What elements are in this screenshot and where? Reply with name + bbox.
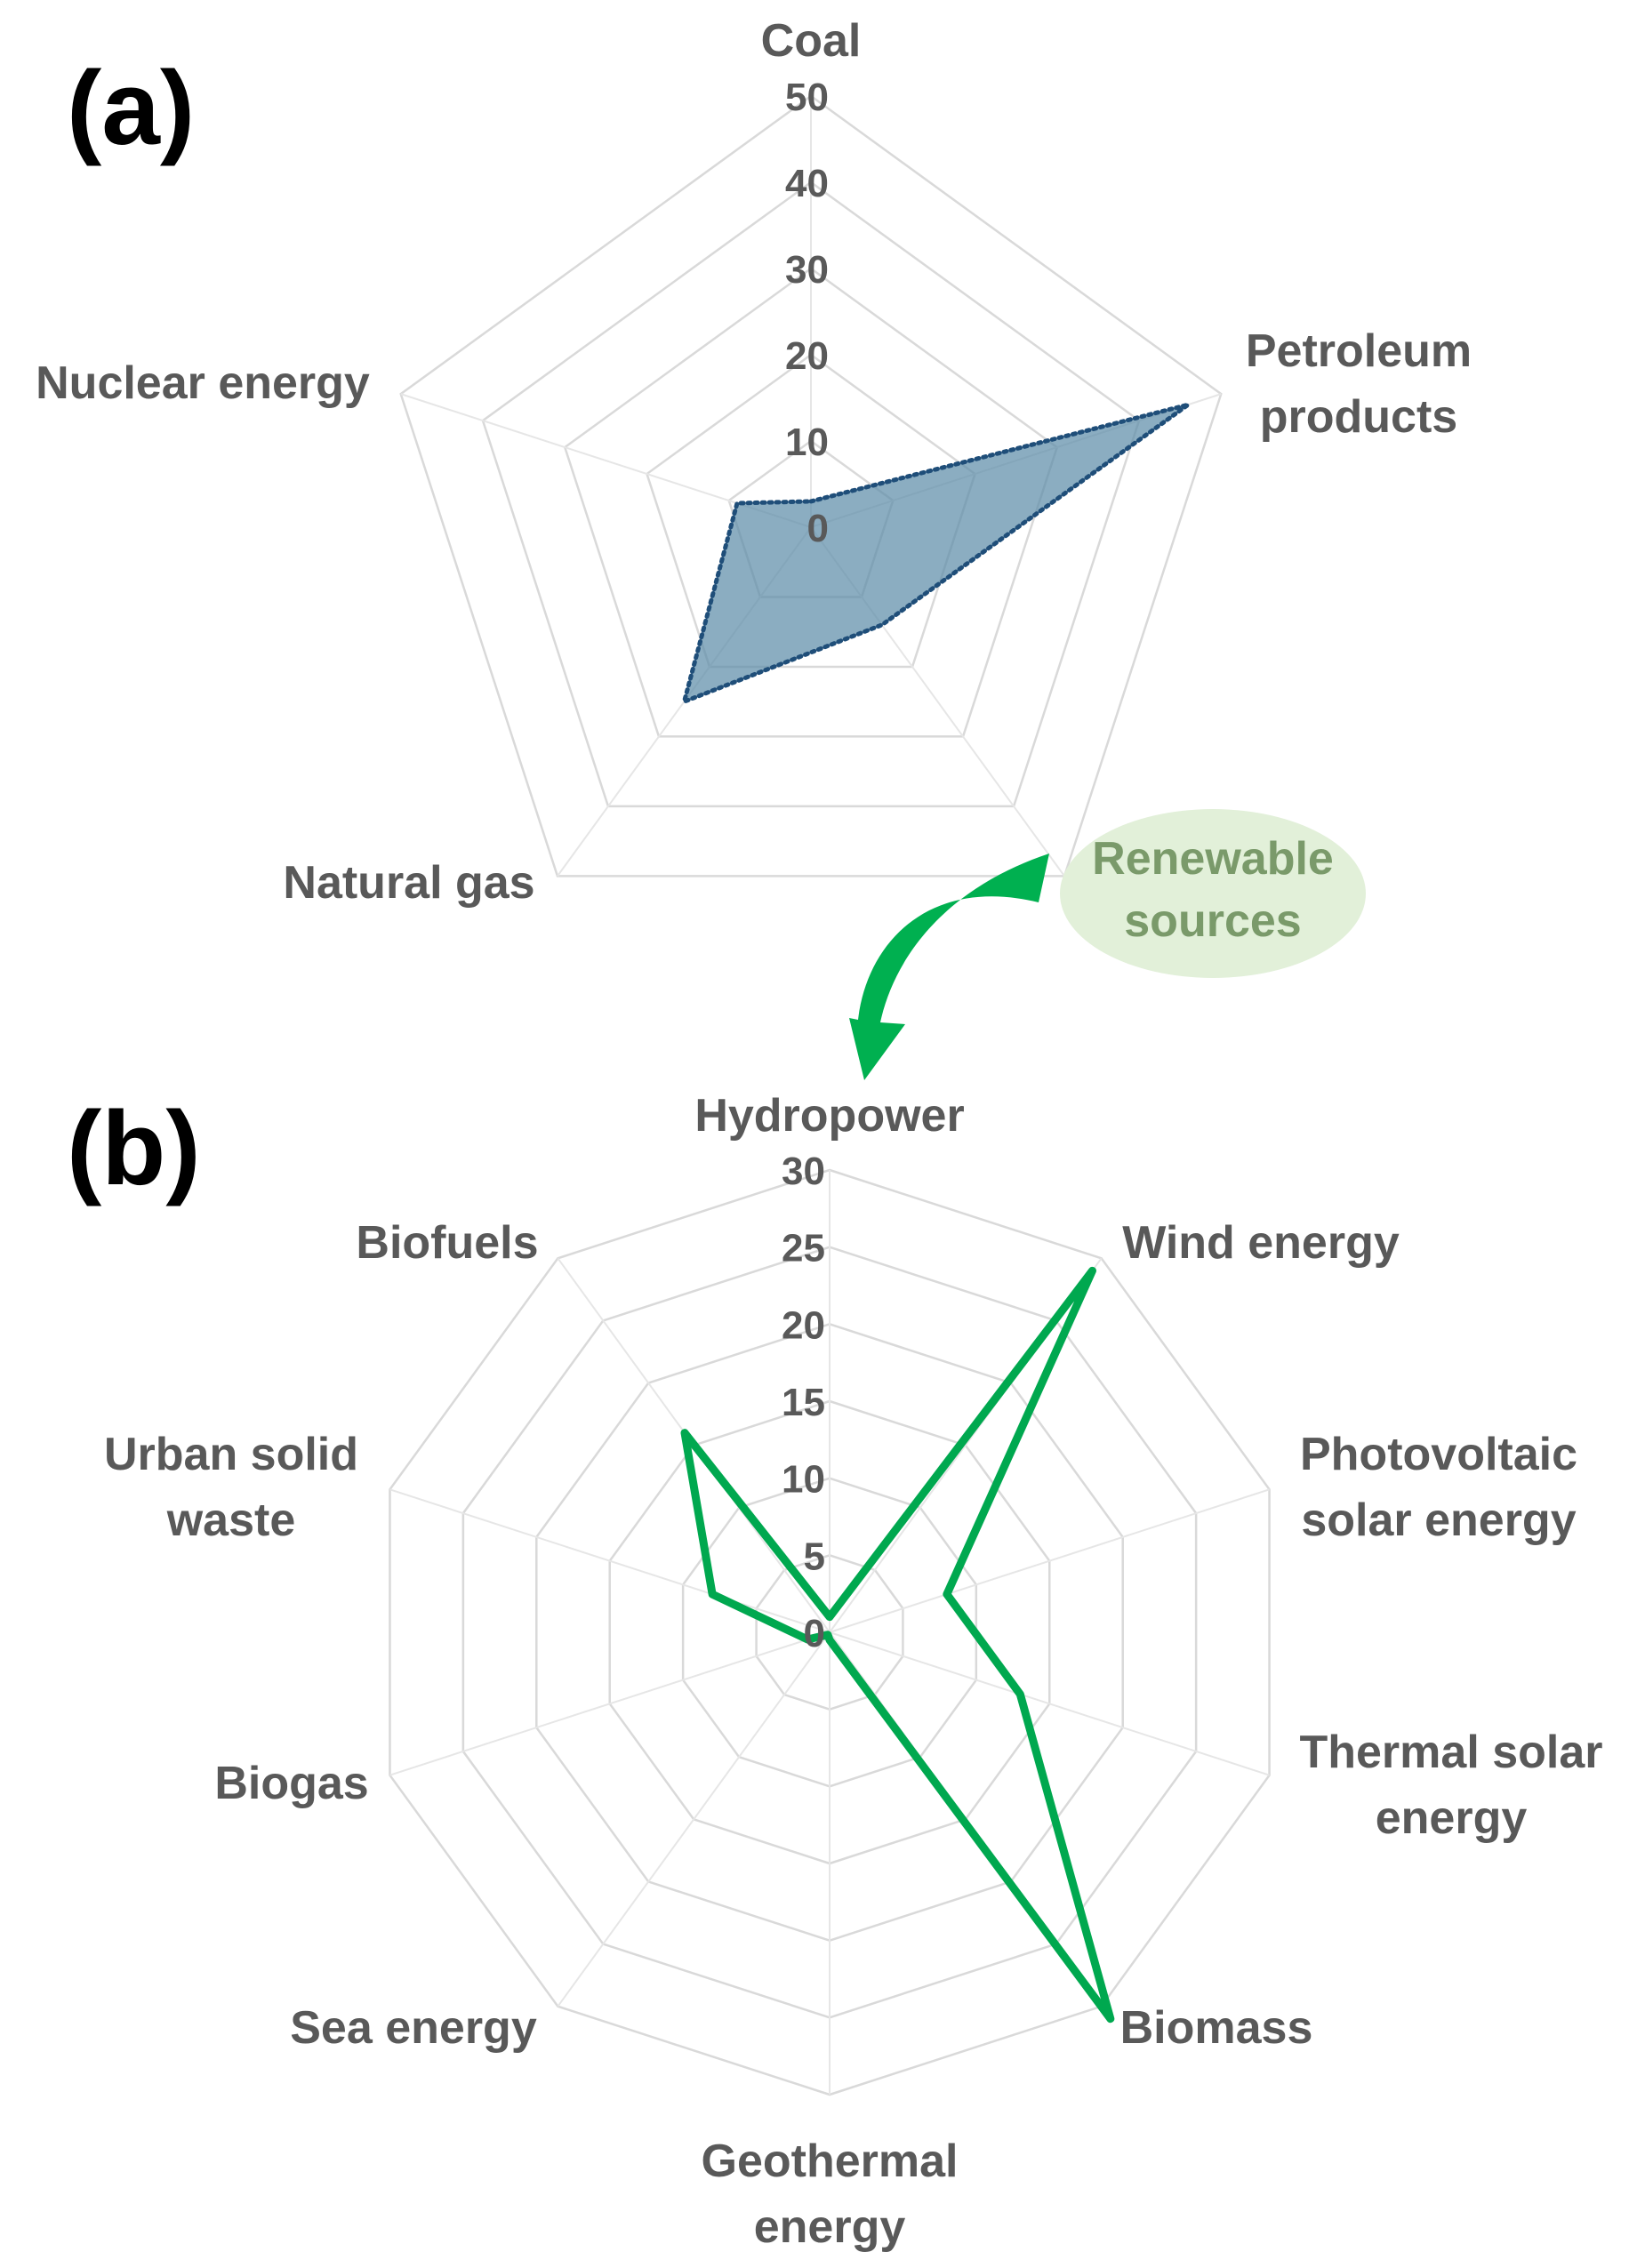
spoke-line xyxy=(829,1631,1270,1776)
spoke-line xyxy=(389,1631,831,1776)
category-label: Biomass xyxy=(1120,2002,1313,2054)
tick-label: 0 xyxy=(804,1612,825,1655)
grid-ring-20 xyxy=(646,353,976,669)
tick-label: 30 xyxy=(782,1150,825,1193)
tick-label: 25 xyxy=(782,1227,825,1270)
renewable-sources-label-line-2: sources xyxy=(1124,895,1301,947)
spoke-line xyxy=(389,1488,831,1633)
grid-ring-40 xyxy=(481,180,1141,808)
series-area xyxy=(680,402,1190,706)
tick-label: 20 xyxy=(782,1303,825,1347)
category-label: Hydropower xyxy=(694,1090,964,1142)
tick-label: 30 xyxy=(785,248,829,292)
renewable-sources-label-line-1: Renewable xyxy=(1092,833,1334,885)
tick-label: 10 xyxy=(785,421,829,464)
category-label: Coal xyxy=(761,15,862,67)
grid-ring-30 xyxy=(563,267,1059,738)
panel-label-b: (b) xyxy=(67,1090,201,1207)
category-label: Geothermal energy xyxy=(702,2136,959,2253)
tick-label: 10 xyxy=(782,1458,825,1502)
curved-arrow-icon xyxy=(849,854,1049,1080)
category-label: Natural gas xyxy=(283,857,534,909)
tick-label: 0 xyxy=(807,507,829,550)
tick-label: 40 xyxy=(785,162,829,205)
category-label: Nuclear energy xyxy=(36,357,370,409)
tick-label: 5 xyxy=(804,1535,825,1578)
series-line xyxy=(680,1266,1115,2024)
tick-label: 15 xyxy=(782,1381,825,1424)
radar-chart-b: 0 5 10 15 20 25 30 Hydropower Wind energy Photovo… xyxy=(104,1090,1603,2253)
category-label: Biofuels xyxy=(356,1217,538,1269)
category-label: Photovoltaic solar energy xyxy=(1300,1429,1577,1546)
spoke-line xyxy=(829,1488,1270,1633)
renewable-sources-bubble xyxy=(1060,809,1366,978)
category-label: Thermal solar energy xyxy=(1299,1727,1602,1844)
panel-label-a: (a) xyxy=(67,50,195,167)
category-label: Petroleum products xyxy=(1246,325,1472,443)
category-label: Urban solid waste xyxy=(104,1429,358,1546)
radar-chart-a: 0 10 20 30 40 50 Coal Petroleum products Natural … xyxy=(36,15,1472,909)
grid-ring-50 xyxy=(399,94,1223,878)
renewable-sources-callout: Renewable sources xyxy=(849,809,1366,1080)
category-label: Sea energy xyxy=(290,2002,537,2054)
tick-label: 20 xyxy=(785,334,829,378)
category-label: Wind energy xyxy=(1122,1217,1400,1269)
tick-label: 50 xyxy=(785,76,829,119)
category-label: Biogas xyxy=(214,1758,368,1809)
spoke-line xyxy=(557,1631,831,2008)
